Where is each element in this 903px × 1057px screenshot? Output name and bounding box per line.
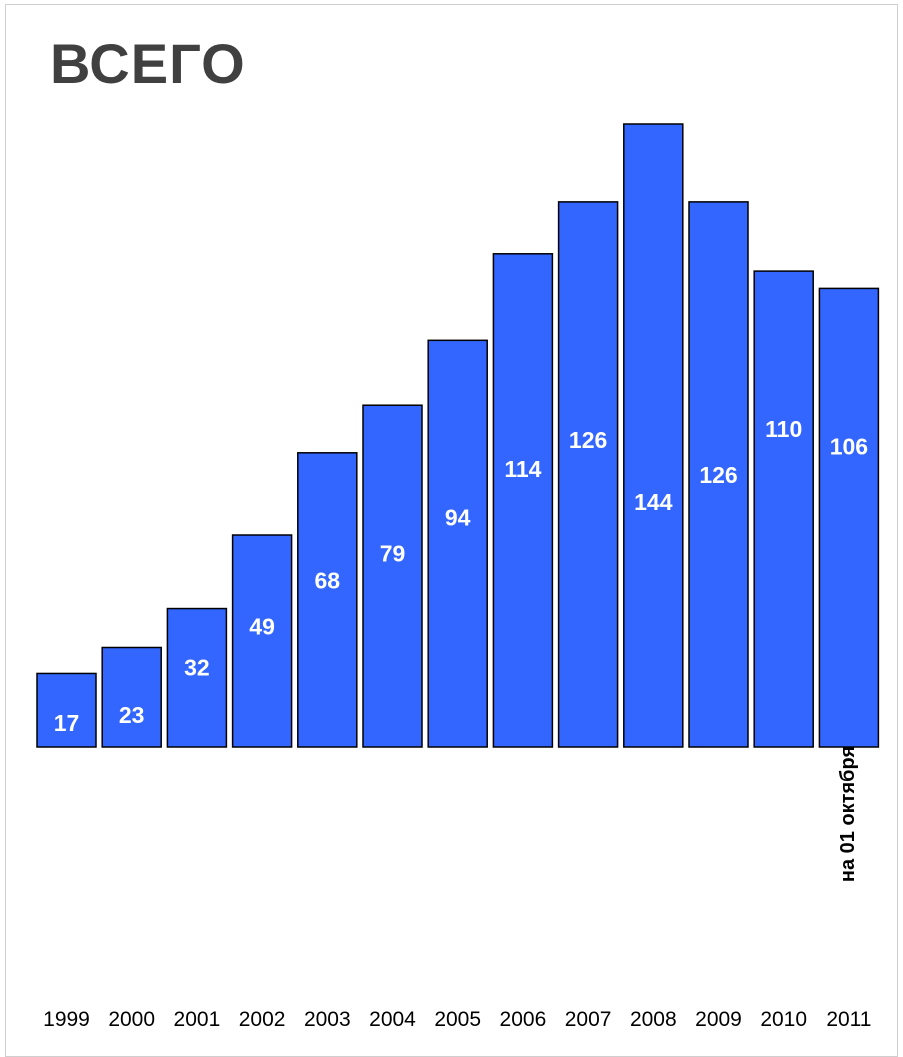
x-tick-label-2004: 2004	[369, 1008, 416, 1031]
bar-2010	[753, 270, 814, 748]
data-label-2007: 126	[569, 427, 607, 453]
bar-2005	[427, 339, 488, 748]
data-label-2002: 49	[249, 613, 275, 639]
data-label-2005: 94	[445, 504, 471, 530]
x-tick-label-2005: 2005	[434, 1008, 481, 1031]
bar-2000	[101, 646, 162, 748]
bar-2004	[362, 404, 423, 748]
x-tick-label-2006: 2006	[500, 1008, 547, 1031]
data-label-2006: 114	[504, 456, 541, 482]
bar-1999	[36, 672, 97, 748]
bars	[36, 123, 880, 748]
x-tick-label-2000: 2000	[108, 1008, 155, 1031]
bar-2011	[818, 287, 880, 748]
bar-2009	[688, 201, 749, 748]
x-tick-label-2010: 2010	[760, 1008, 807, 1031]
data-label-2008: 144	[634, 489, 673, 515]
bar-2003	[297, 452, 358, 748]
x-tick-label-2003: 2003	[304, 1008, 351, 1031]
data-label-2010: 110	[765, 416, 802, 442]
bar-2006	[492, 253, 554, 748]
annotation-2011: на 01 октября	[837, 746, 859, 882]
data-label-2011: 106	[830, 433, 868, 459]
data-label-2009: 126	[699, 462, 737, 488]
data-label-2001: 32	[184, 655, 210, 681]
x-tick-label-2008: 2008	[630, 1008, 677, 1031]
x-tick-label-1999: 1999	[43, 1008, 90, 1031]
bar-2008	[623, 123, 684, 748]
bar-2001	[166, 607, 228, 748]
data-label-2000: 23	[119, 702, 145, 728]
data-label-2004: 79	[380, 541, 406, 567]
bar-2002	[231, 534, 293, 748]
bar-2007	[557, 201, 619, 748]
x-tick-label-2009: 2009	[695, 1008, 742, 1031]
data-label-1999: 17	[54, 710, 80, 736]
data-label-2003: 68	[315, 567, 341, 593]
x-tick-label-2011: 2011	[826, 1008, 871, 1031]
x-tick-label-2002: 2002	[239, 1008, 286, 1031]
x-tick-label-2007: 2007	[565, 1008, 612, 1031]
x-tick-label-2001: 2001	[174, 1008, 221, 1031]
chart-title: ВСЕГО	[50, 32, 246, 95]
